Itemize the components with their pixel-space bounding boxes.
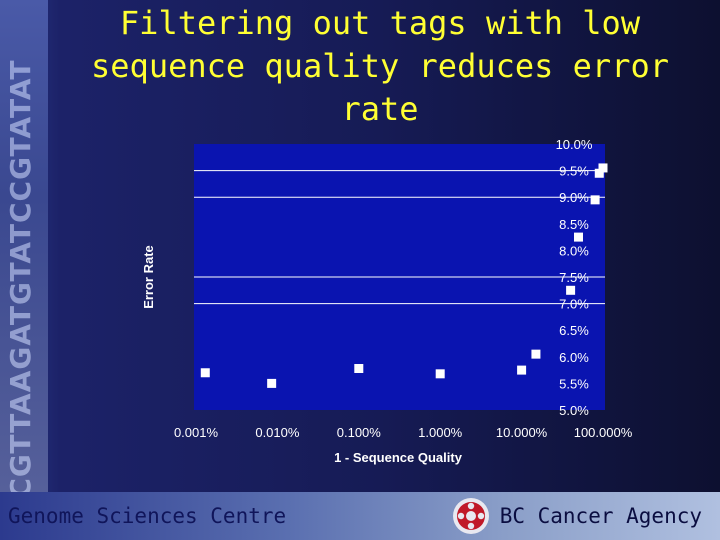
y-tick-label: 6.5% (559, 323, 589, 338)
y-axis-title: Error Rate (141, 245, 156, 309)
y-tick-label: 10.0% (556, 137, 593, 152)
y-tick-label: 6.0% (559, 350, 589, 365)
x-tick-label: 1.000% (418, 425, 463, 440)
x-tick-label: 100.000% (574, 425, 633, 440)
y-tick-label: 7.5% (559, 270, 589, 285)
data-point (573, 232, 583, 242)
y-tick-label: 5.5% (559, 376, 589, 391)
x-tick-label: 0.100% (337, 425, 382, 440)
dna-decoration: ATTCGTTAAGATGTATCCGTATAT (0, 0, 48, 492)
scatter-chart: 0.001% 0.010% 0.100% 1.000% 10.000% 100.000% … (141, 137, 633, 465)
data-point (566, 285, 576, 295)
y-axis-ticks: 5.0% 5.5% 6.0% 6.5% 7.0% 7.5% 8.0% 8.5% 9.0% 9.5%… (556, 137, 593, 418)
data-point (435, 369, 445, 379)
y-tick-label: 8.0% (559, 243, 589, 258)
y-tick-label: 9.5% (559, 164, 589, 179)
y-tick-label: 5.0% (559, 403, 589, 418)
footer-organization-right: BC Cancer Agency (499, 504, 702, 528)
footer-bar: Genome Sciences Centre BC Cancer Agency (0, 492, 720, 540)
y-tick-label: 9.0% (559, 190, 589, 205)
y-tick-label: 8.5% (559, 217, 589, 232)
bc-cancer-agency-logo-icon (453, 498, 489, 534)
data-point (590, 195, 600, 205)
data-point (517, 365, 527, 375)
slide-title: Filtering out tags with low sequence qua… (91, 4, 669, 128)
data-point (267, 378, 277, 388)
x-tick-label: 0.001% (174, 425, 219, 440)
x-axis-title: 1 - Sequence Quality (334, 450, 463, 465)
x-tick-label: 0.010% (255, 425, 300, 440)
data-points (200, 163, 608, 388)
x-tick-label: 10.000% (496, 425, 548, 440)
gridlines (194, 170, 605, 305)
data-point (598, 163, 608, 173)
y-tick-label: 7.0% (559, 297, 589, 312)
x-axis-ticks: 0.001% 0.010% 0.100% 1.000% 10.000% 100.000% (174, 425, 633, 440)
data-point (354, 364, 364, 374)
data-point (531, 349, 541, 359)
data-point (200, 368, 210, 378)
data-point (594, 168, 604, 178)
footer-organization-left: Genome Sciences Centre (8, 504, 287, 528)
